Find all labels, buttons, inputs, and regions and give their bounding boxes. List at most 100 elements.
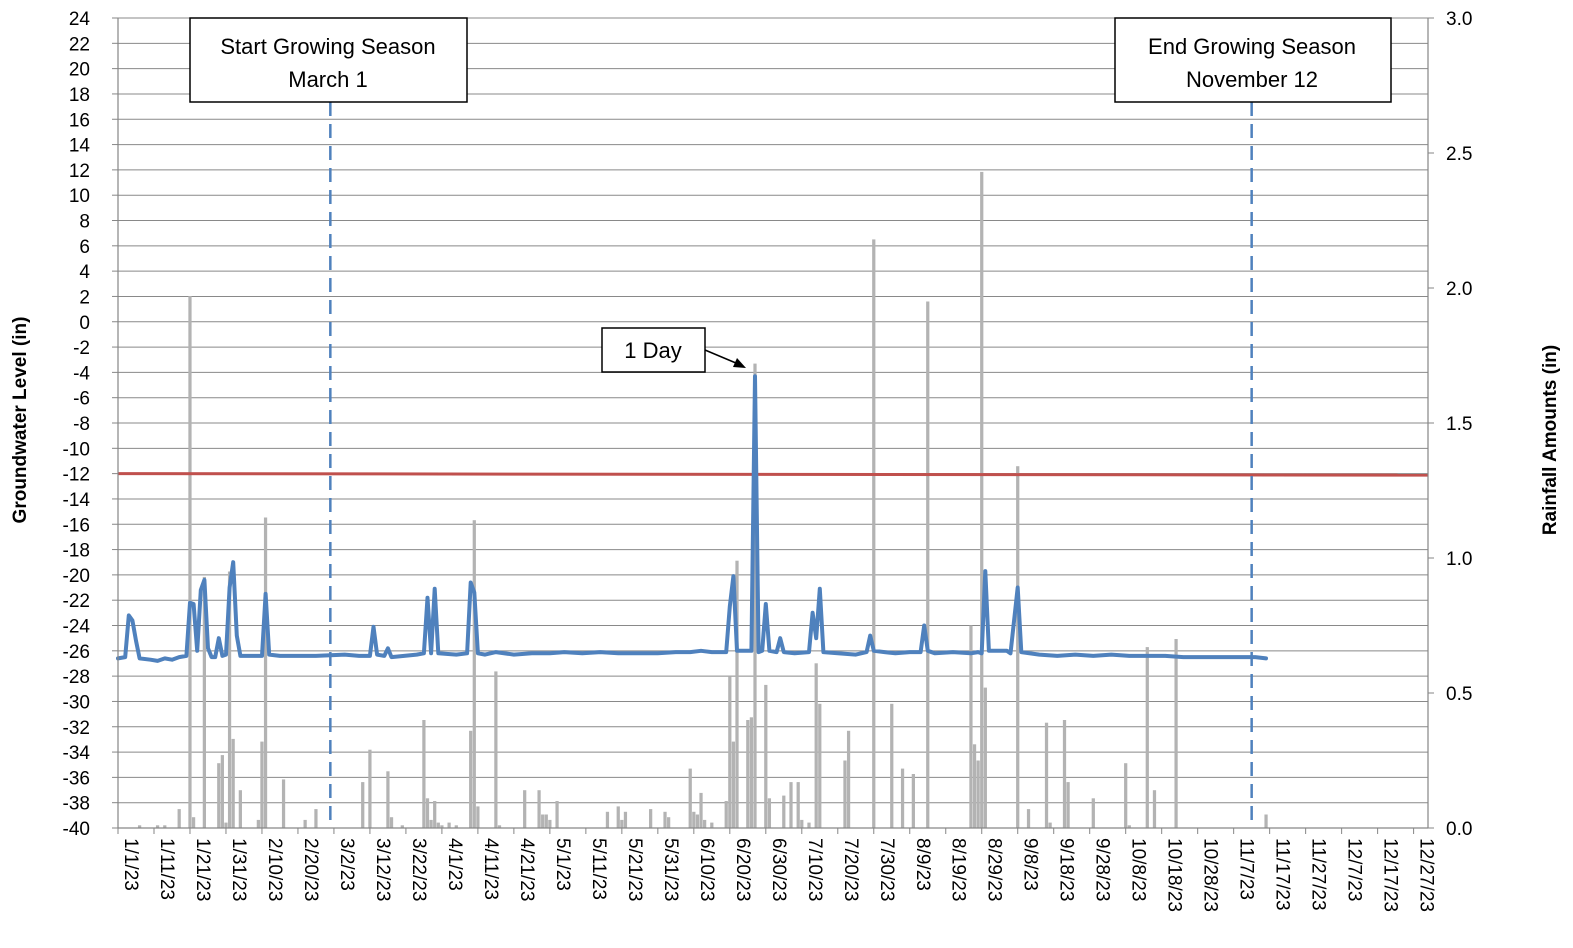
rainfall-bar	[1145, 647, 1149, 828]
reference-line-group	[117, 472, 1429, 477]
left-tick-label: 2	[79, 287, 90, 308]
rainfall-bar	[1152, 790, 1157, 828]
rainfall-bar	[256, 819, 260, 828]
right-tick-label: 1.0	[1446, 549, 1472, 570]
right-tick-label: 0.0	[1446, 819, 1472, 840]
rainfall-bar	[667, 817, 671, 828]
rainfall-bar	[155, 825, 160, 828]
rainfall-bar	[537, 790, 541, 828]
end-season-date: November 12	[1186, 67, 1318, 92]
left-tick-label: -6	[73, 389, 90, 410]
rainfall-bar	[1091, 798, 1095, 828]
rainfall-bar	[1127, 825, 1131, 828]
rainfall-bar	[314, 809, 318, 828]
left-tick-label: -38	[63, 794, 90, 815]
left-tick-label: -30	[63, 692, 90, 713]
one-day-box	[601, 327, 706, 373]
rainfall-bar	[494, 671, 498, 828]
start-season-label: Start Growing Season	[220, 34, 435, 59]
x-tick-label: 1/31/23	[228, 838, 249, 901]
rainfall-bar	[616, 806, 620, 828]
rainfall-bar	[1062, 720, 1067, 828]
rainfall-bar	[926, 301, 930, 828]
rainfall-bar	[649, 809, 653, 828]
start-season-callout: Start Growing Season March 1	[189, 17, 468, 103]
x-tick-label: 5/11/23	[588, 838, 609, 900]
rainfall-bar	[1048, 822, 1052, 828]
groundwater-line	[116, 374, 1268, 663]
left-tick-label: -8	[73, 414, 90, 435]
x-tick-label: 3/12/23	[372, 838, 393, 901]
right-axis-title: Rainfall Amounts (in)	[1540, 345, 1561, 535]
rainfall-bar	[789, 782, 793, 828]
rainfall-bar	[753, 363, 757, 828]
rainfall-bar	[800, 819, 804, 828]
left-tick-label: -20	[63, 566, 90, 587]
rainfall-bar	[972, 744, 977, 828]
left-tick-label: -10	[63, 439, 90, 460]
left-tick-label: -2	[73, 338, 90, 359]
x-tick-label: 7/10/23	[804, 838, 825, 901]
rainfall-bar	[137, 825, 142, 828]
rainfall-bar	[663, 811, 667, 828]
rainfall-bar	[436, 822, 440, 828]
x-tick-label: 12/17/23	[1380, 838, 1401, 912]
rainfall-bar	[623, 811, 628, 828]
left-tick-label: 22	[69, 34, 90, 55]
x-tick-label: 11/7/23	[1236, 838, 1257, 900]
x-tick-label: 8/29/23	[984, 838, 1005, 901]
left-tick-label: -24	[63, 617, 91, 638]
rainfall-bar	[217, 763, 221, 828]
rainfall-bar	[386, 771, 390, 828]
rainfall-bar	[1264, 814, 1268, 828]
left-tick-label: 0	[79, 313, 90, 334]
rainfall-bar	[202, 576, 206, 828]
x-tick-label: 5/21/23	[624, 838, 645, 901]
left-tick-label: -40	[63, 819, 90, 840]
x-tick-label: 11/17/23	[1272, 838, 1293, 911]
rainfall-bar	[695, 814, 700, 828]
end-season-label: End Growing Season	[1148, 34, 1356, 59]
x-tick-label: 5/31/23	[660, 838, 681, 901]
x-axis-tick-labels: 1/1/23 1/11/23 1/21/23 1/31/23 2/10/23 2/20/2…	[120, 838, 1437, 912]
x-tick-label: 9/8/23	[1020, 838, 1041, 891]
left-tick-label: -22	[63, 591, 90, 612]
rainfall-bar	[447, 822, 451, 828]
rainfall-bar	[764, 684, 768, 828]
rainfall-bar	[422, 720, 426, 828]
rainfall-bar	[227, 571, 232, 828]
rainfall-bar	[983, 687, 987, 828]
rainfall-bar	[454, 825, 458, 828]
x-tick-label: 1/11/23	[156, 838, 177, 900]
rainfall-bar	[429, 819, 433, 828]
rainfall-bar	[476, 806, 480, 828]
left-tick-label: -26	[63, 642, 90, 663]
rainfall-bar	[389, 817, 394, 828]
left-tick-label: -12	[63, 465, 90, 486]
start-season-box	[189, 17, 468, 103]
rainfall-bar	[976, 760, 980, 828]
left-tick-label: 4	[79, 262, 90, 283]
left-tick-label: -28	[63, 667, 90, 688]
rainfall-bar	[692, 811, 696, 828]
rainfall-bar	[843, 760, 847, 828]
one-day-label: 1 Day	[624, 338, 681, 363]
x-tick-label: 4/11/23	[480, 838, 501, 900]
rainfall-bar	[281, 779, 286, 828]
rainfall-bar	[555, 801, 559, 828]
start-season-date: March 1	[288, 67, 367, 92]
left-axis-title: Groundwater Level (in)	[10, 317, 31, 524]
x-tick-label: 9/18/23	[1056, 838, 1077, 901]
rainfall-bar	[1174, 639, 1178, 828]
x-tick-label: 5/1/23	[552, 838, 573, 891]
left-tick-label: -18	[63, 541, 90, 562]
rainfall-bar	[544, 814, 548, 828]
x-tick-label: 1/21/23	[192, 838, 213, 901]
rainfall-bar	[368, 749, 372, 828]
rainfall-bar	[541, 814, 545, 828]
rainfall-bar	[731, 741, 736, 828]
x-tick-label: 12/7/23	[1344, 838, 1365, 901]
rainfall-bar	[238, 790, 242, 828]
left-tick-label: 6	[79, 237, 90, 258]
rainfall-bar	[728, 676, 732, 828]
